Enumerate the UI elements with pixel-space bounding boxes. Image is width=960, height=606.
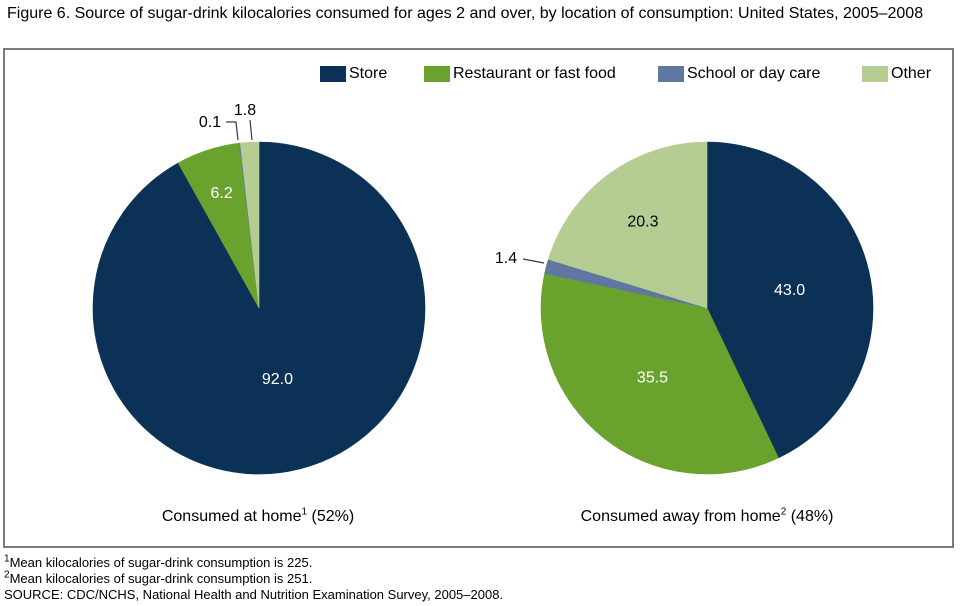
legend-label-restaurant: Restaurant or fast food <box>453 65 616 82</box>
legend-label-store: Store <box>349 65 388 82</box>
footnote-source: SOURCE: CDC/NCHS, National Health and Nu… <box>4 587 503 603</box>
footnote-1: 1Mean kilocalories of sugar-drink consum… <box>4 553 503 571</box>
figure-title: Figure 6. Source of sugar-drink kilocalo… <box>7 5 924 22</box>
slice-value-label: 43.0 <box>774 282 805 299</box>
legend-item-restaurant: Restaurant or fast food <box>424 64 616 84</box>
caption-text: Consumed at home <box>161 508 302 525</box>
footnote-marker: 2 <box>4 569 10 581</box>
slice-value-label: 92.0 <box>262 371 293 388</box>
store-color-swatch <box>320 66 346 82</box>
caption-text: Consumed away from home <box>580 508 781 525</box>
legend-item-school: School or day care <box>658 64 820 84</box>
slice-value-label: 35.5 <box>637 370 668 387</box>
slice-value-label: 6.2 <box>210 185 232 202</box>
pie-1-slice-restaurant-or-fast-food <box>540 273 779 475</box>
caption-consumed-at-home: Consumed at home1 (52%) <box>161 506 355 526</box>
footnotes: 1Mean kilocalories of sugar-drink consum… <box>4 553 503 603</box>
caption-share: (48%) <box>786 508 834 525</box>
slice-value-label: 1.4 <box>495 250 517 267</box>
caption-consumed-away-from-home: Consumed away from home2 (48%) <box>580 506 834 526</box>
caption-footnote-marker: 1 <box>301 506 308 518</box>
legend-item-other: Other <box>862 64 931 84</box>
footnote-text: Mean kilocalories of sugar-drink consump… <box>9 571 313 586</box>
legend-label-other: Other <box>891 65 932 82</box>
pie-0-slice-other <box>239 141 260 309</box>
label-leader-line <box>522 258 545 264</box>
footnote-marker: 1 <box>4 553 10 565</box>
slice-value-label: 1.8 <box>234 102 256 119</box>
other-color-swatch <box>862 66 888 82</box>
school-color-swatch <box>658 66 684 82</box>
footnote-text: Mean kilocalories of sugar-drink consump… <box>9 555 313 570</box>
legend-label-school: School or day care <box>687 65 821 82</box>
slice-value-label: 0.1 <box>199 114 221 131</box>
pie-charts-svg: 92.0 6.2 0.1 1.8 43.0 35.5 1.4 20.3 <box>92 102 874 475</box>
label-leader-line <box>249 119 253 141</box>
caption-share: (52%) <box>307 508 355 525</box>
label-leader-line <box>226 121 239 141</box>
footnote-text: SOURCE: CDC/NCHS, National Health and Nu… <box>4 587 504 602</box>
legend-item-store: Store <box>320 64 387 84</box>
slice-value-label: 20.3 <box>627 214 658 231</box>
caption-footnote-marker: 2 <box>780 506 787 518</box>
footnote-2: 2Mean kilocalories of sugar-drink consum… <box>4 569 503 587</box>
pie-1-slice-other <box>547 141 708 309</box>
pie-1-slice-store <box>706 141 874 459</box>
restaurant-color-swatch <box>424 66 450 82</box>
chart-area: 92.0 6.2 0.1 1.8 43.0 35.5 1.4 20.3 Store Resta… <box>3 48 954 548</box>
